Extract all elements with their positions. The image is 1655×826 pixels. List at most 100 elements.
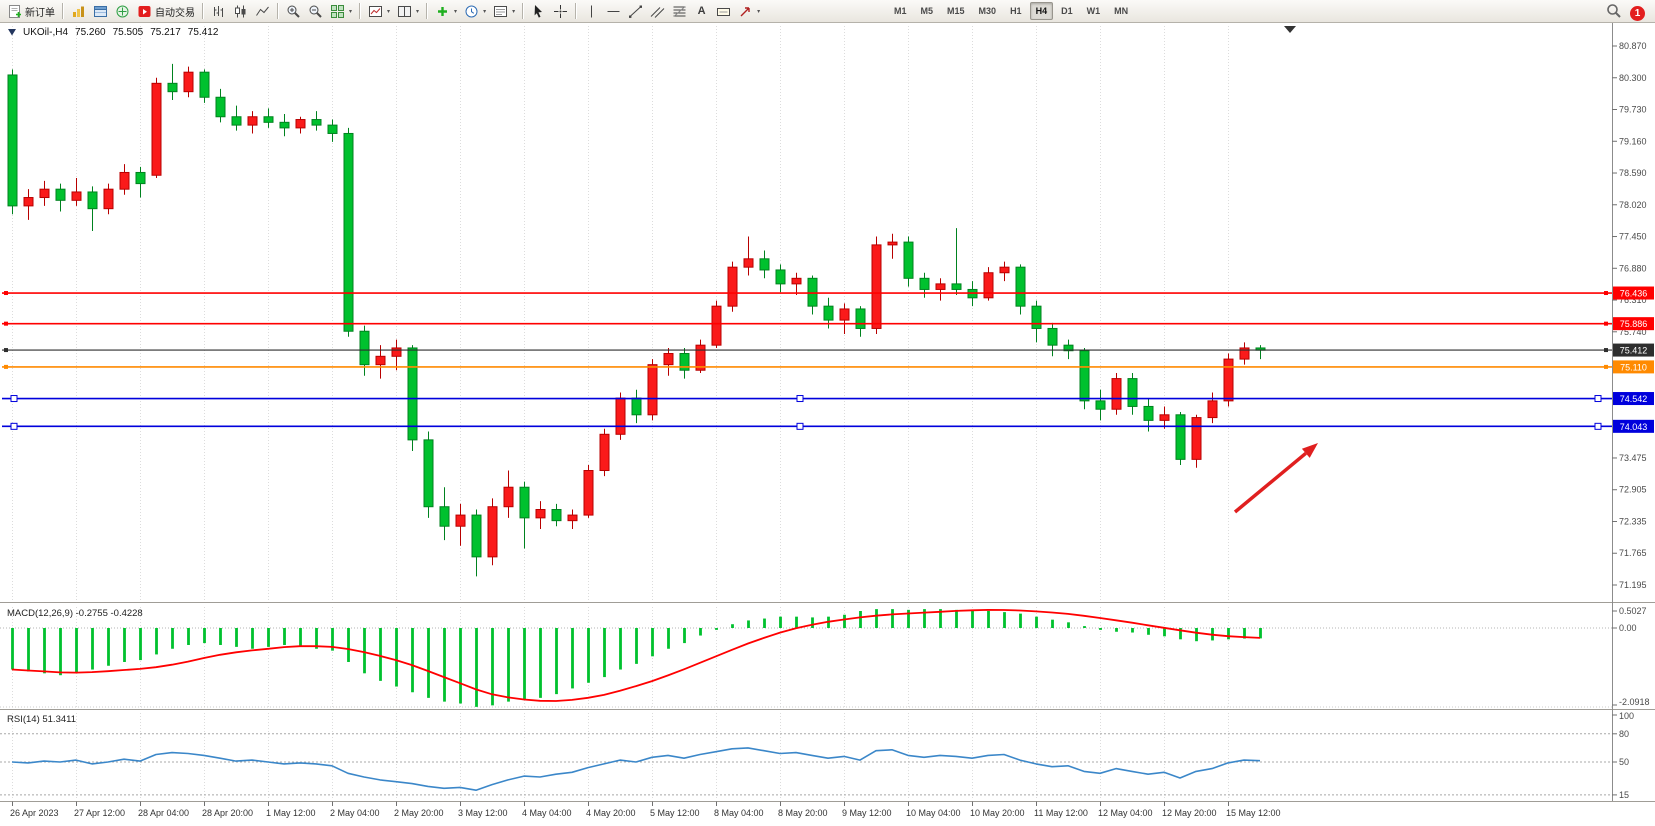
- new-order-label: 新订单: [25, 7, 55, 19]
- dropdown-caret-icon: ▾: [349, 8, 353, 15]
- zoom-out-button[interactable]: [305, 2, 326, 21]
- dropdown-caret-icon: ▾: [454, 8, 458, 15]
- chart-profiles-button[interactable]: ▾: [394, 2, 422, 21]
- candlestick-chart-icon: [233, 4, 248, 19]
- svg-text:10 May 20:00: 10 May 20:00: [970, 808, 1025, 818]
- rsi-indicator-label: RSI(14) 51.3411: [7, 714, 77, 725]
- new-order-button[interactable]: 新订单: [4, 2, 58, 21]
- svg-text:75.110: 75.110: [1620, 362, 1647, 372]
- svg-text:71.195: 71.195: [1619, 580, 1647, 590]
- timeframe-m30-button[interactable]: M30: [978, 6, 997, 16]
- timeframe-h1-button[interactable]: H1: [1010, 6, 1022, 16]
- svg-text:2 May 20:00: 2 May 20:00: [394, 808, 444, 818]
- toolbar-separator: [522, 3, 525, 19]
- auto-trading-button[interactable]: 自动交易: [134, 2, 198, 21]
- navigator-icon: [115, 4, 130, 19]
- dropdown-caret-icon: ▾: [483, 8, 487, 15]
- crosshair-tool-button[interactable]: [550, 2, 571, 21]
- timeframe-h4-button[interactable]: H4: [1029, 2, 1054, 20]
- toolbar-separator: [277, 3, 279, 19]
- panel-frame: [0, 23, 1655, 802]
- svg-text:8 May 20:00: 8 May 20:00: [778, 808, 828, 818]
- bar-chart-button[interactable]: [208, 2, 229, 21]
- data-window-button[interactable]: [90, 2, 111, 21]
- text-label-icon: [716, 4, 731, 19]
- chart-open-value: 75.260: [75, 27, 106, 38]
- toolbar-separator: [62, 3, 64, 19]
- macd-indicator: 0.5027 0.00 -2.0918: [0, 606, 1650, 708]
- svg-text:2 May 04:00: 2 May 04:00: [330, 808, 380, 818]
- candlestick-chart-button[interactable]: [230, 2, 251, 21]
- svg-text:15 May 12:00: 15 May 12:00: [1226, 808, 1281, 818]
- new-chart-icon: [368, 4, 383, 19]
- toolbar-separator: [359, 3, 362, 19]
- horizontal-line-tool-button[interactable]: [603, 2, 624, 21]
- main-toolbar: 新订单 自动交易 ▾ ▾ ▾ ▾ ▾ ▾ A ▾ M1 M5 M15 M30 H1 H4 D…: [0, 0, 1655, 23]
- svg-text:5 May 12:00: 5 May 12:00: [650, 808, 700, 818]
- svg-text:76.436: 76.436: [1620, 289, 1648, 299]
- toolbar-right-cluster: 1: [1606, 3, 1645, 24]
- svg-text:78.020: 78.020: [1619, 200, 1647, 210]
- dropdown-caret-icon: ▾: [416, 8, 420, 15]
- arrow-tools-icon: [738, 4, 753, 19]
- notification-badge[interactable]: 1: [1630, 6, 1645, 21]
- chart-templates-icon: [493, 4, 508, 19]
- timeframe-w1-button[interactable]: W1: [1086, 6, 1101, 16]
- svg-text:50: 50: [1619, 757, 1629, 767]
- price-axis: 80.870 80.300 79.730 79.160 78.590 78.020 77.4…: [1612, 41, 1647, 590]
- timeframe-m1-button[interactable]: M1: [894, 6, 907, 16]
- line-chart-button[interactable]: [252, 2, 273, 21]
- svg-text:75.740: 75.740: [1619, 327, 1647, 337]
- text-label-tool-button[interactable]: [713, 2, 734, 21]
- market-watch-button[interactable]: [68, 2, 89, 21]
- timeframe-clock-button[interactable]: ▾: [461, 2, 489, 21]
- svg-text:27 Apr 12:00: 27 Apr 12:00: [74, 808, 125, 818]
- price-tags: 76.436 75.886 75.412 75.110 74.542 74.043: [1613, 286, 1654, 433]
- svg-text:76.310: 76.310: [1619, 295, 1647, 305]
- svg-text:80.870: 80.870: [1619, 41, 1647, 51]
- fibonacci-tool-button[interactable]: [669, 2, 690, 21]
- svg-text:71.765: 71.765: [1619, 548, 1647, 558]
- arrow-tools-button[interactable]: ▾: [735, 2, 763, 21]
- search-icon[interactable]: [1606, 3, 1622, 24]
- macd-indicator-label: MACD(12,26,9) -0.2755 -0.4228: [7, 608, 143, 619]
- price-levels[interactable]: [2, 291, 1612, 430]
- add-indicator-button[interactable]: ▾: [432, 2, 460, 21]
- svg-text:9 May 12:00: 9 May 12:00: [842, 808, 892, 818]
- timeframe-mn-button[interactable]: MN: [1114, 6, 1129, 16]
- timeframe-d1-button[interactable]: D1: [1061, 6, 1073, 16]
- trendline-tool-button[interactable]: [625, 2, 646, 21]
- trendline-icon: [628, 4, 643, 19]
- svg-text:0.00: 0.00: [1619, 623, 1637, 633]
- trend-arrow-annotation[interactable]: [1233, 443, 1318, 514]
- svg-text:79.160: 79.160: [1619, 136, 1647, 146]
- svg-text:80.300: 80.300: [1619, 73, 1647, 83]
- zoom-in-button[interactable]: [283, 2, 304, 21]
- tile-windows-button[interactable]: ▾: [327, 2, 355, 21]
- svg-text:77.450: 77.450: [1619, 232, 1647, 242]
- svg-text:72.905: 72.905: [1619, 485, 1647, 495]
- svg-text:10 May 04:00: 10 May 04:00: [906, 808, 961, 818]
- tile-windows-icon: [330, 4, 345, 19]
- equidistant-channel-icon: [650, 4, 665, 19]
- line-chart-icon: [255, 4, 270, 19]
- chart-shift-marker[interactable]: [1284, 26, 1296, 33]
- svg-text:74.542: 74.542: [1620, 394, 1648, 404]
- vertical-line-tool-button[interactable]: [581, 2, 602, 21]
- timeframe-m5-button[interactable]: M5: [920, 6, 934, 16]
- svg-text:78.590: 78.590: [1619, 168, 1647, 178]
- svg-text:4 May 04:00: 4 May 04:00: [522, 808, 572, 818]
- data-window-icon: [93, 4, 108, 19]
- navigator-button[interactable]: [112, 2, 133, 21]
- dropdown-caret-icon: ▾: [387, 8, 391, 15]
- equidistant-channel-tool-button[interactable]: [647, 2, 668, 21]
- text-tool-button[interactable]: A: [691, 2, 712, 21]
- new-chart-button[interactable]: ▾: [365, 2, 393, 21]
- toolbar-separator: [202, 3, 204, 19]
- svg-text:28 Apr 04:00: 28 Apr 04:00: [138, 808, 189, 818]
- svg-text:4 May 20:00: 4 May 20:00: [586, 808, 636, 818]
- timeframe-m15-button[interactable]: M15: [947, 6, 965, 16]
- chart-templates-button[interactable]: ▾: [490, 2, 518, 21]
- cursor-tool-button[interactable]: [528, 2, 549, 21]
